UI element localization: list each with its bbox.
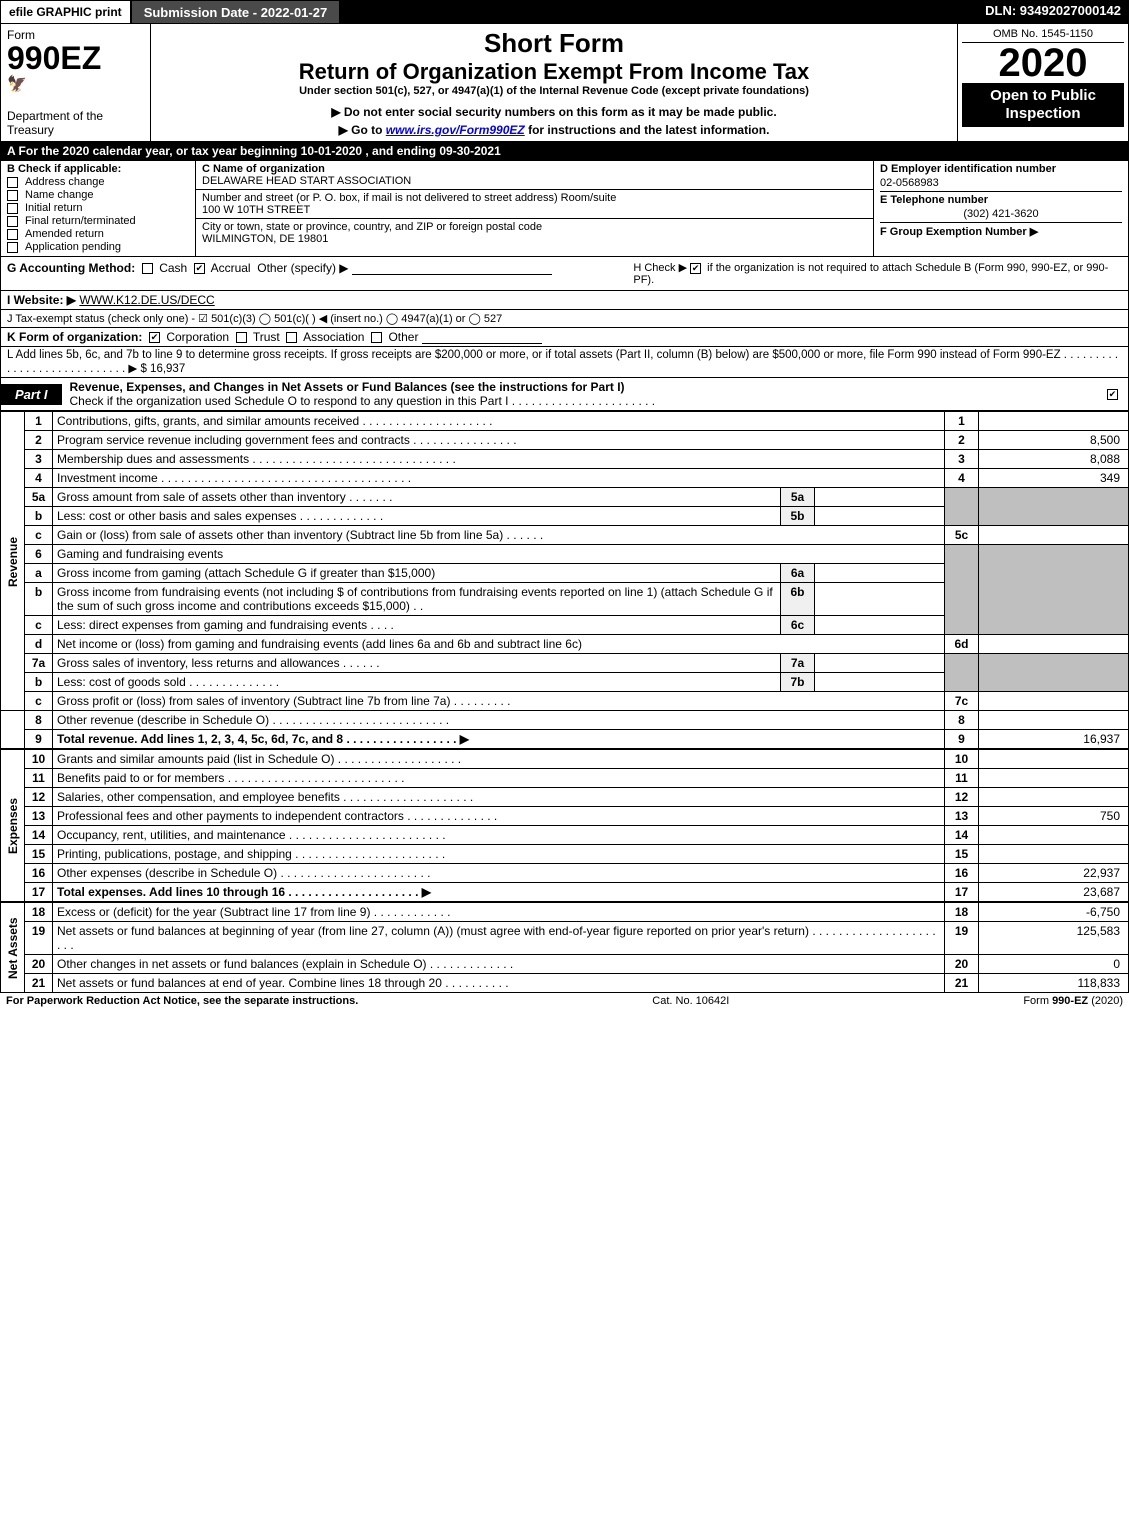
section-j-tax-exempt: J Tax-exempt status (check only one) - ☑… — [0, 310, 1129, 328]
return-title: Return of Organization Exempt From Incom… — [161, 59, 947, 85]
net-assets-side-label: Net Assets — [1, 903, 25, 993]
revenue-table: Revenue 1 Contributions, gifts, grants, … — [0, 411, 1129, 749]
dept-treasury: Department of the Treasury — [7, 109, 144, 137]
org-name: DELAWARE HEAD START ASSOCIATION — [202, 175, 411, 187]
initial-return-checkbox[interactable] — [7, 203, 18, 214]
section-l-gross-receipts: L Add lines 5b, 6c, and 7b to line 9 to … — [0, 347, 1129, 378]
net-assets-table: Net Assets 18Excess or (deficit) for the… — [0, 902, 1129, 993]
efile-print-button[interactable]: efile GRAPHIC print — [0, 0, 131, 24]
city-state-zip: WILMINGTON, DE 19801 — [202, 233, 328, 245]
part-i-header: Part I Revenue, Expenses, and Changes in… — [0, 378, 1129, 411]
submission-date-button[interactable]: Submission Date - 2022-01-27 — [131, 0, 341, 24]
goto-instructions: ▶ Go to www.irs.gov/Form990EZ for instru… — [161, 123, 947, 137]
corporation-checkbox[interactable]: ✔ — [149, 332, 160, 343]
amended-return-checkbox[interactable] — [7, 229, 18, 240]
revenue-side-label: Revenue — [1, 412, 25, 711]
form-number: 990EZ — [7, 42, 144, 74]
irs-link[interactable]: www.irs.gov/Form990EZ — [386, 123, 525, 137]
dln-label: DLN: 93492027000142 — [977, 0, 1129, 24]
form-footer-id: Form 990-EZ (2020) — [1023, 995, 1123, 1007]
website-value: WWW.K12.DE.US/DECC — [79, 293, 214, 307]
final-return-checkbox[interactable] — [7, 216, 18, 227]
schedule-b-checkbox[interactable]: ✔ — [690, 263, 701, 274]
street-address: 100 W 10TH STREET — [202, 204, 310, 216]
cash-checkbox[interactable] — [142, 263, 153, 274]
under-section-text: Under section 501(c), 527, or 4947(a)(1)… — [161, 85, 947, 97]
page-footer: For Paperwork Reduction Act Notice, see … — [0, 993, 1129, 1009]
application-pending-checkbox[interactable] — [7, 242, 18, 253]
section-g-h: G Accounting Method: Cash ✔ Accrual Othe… — [0, 257, 1129, 291]
top-bar: efile GRAPHIC print Submission Date - 20… — [0, 0, 1129, 24]
other-org-checkbox[interactable] — [371, 332, 382, 343]
ein: 02-0568983 — [880, 177, 1122, 189]
cat-number: Cat. No. 10642I — [652, 995, 729, 1007]
section-b-checkboxes: B Check if applicable: Address change Na… — [1, 161, 196, 256]
section-i-website: I Website: ▶ WWW.K12.DE.US/DECC — [0, 291, 1129, 310]
short-form-title: Short Form — [161, 28, 947, 59]
paperwork-notice: For Paperwork Reduction Act Notice, see … — [6, 995, 358, 1007]
expenses-side-label: Expenses — [1, 750, 25, 902]
part-i-schedule-o-checkbox[interactable]: ✔ — [1107, 389, 1118, 400]
other-org-input[interactable] — [422, 330, 542, 344]
do-not-enter-ssn: ▶ Do not enter social security numbers o… — [161, 105, 947, 119]
accrual-checkbox[interactable]: ✔ — [194, 263, 205, 274]
trust-checkbox[interactable] — [236, 332, 247, 343]
other-method-input[interactable] — [352, 261, 552, 275]
part-i-tag: Part I — [1, 384, 62, 405]
org-info-row: B Check if applicable: Address change Na… — [0, 161, 1129, 257]
section-c-address: C Name of organization DELAWARE HEAD STA… — [196, 161, 873, 256]
tax-year: 2020 — [962, 43, 1124, 83]
telephone: (302) 421-3620 — [880, 208, 1122, 220]
association-checkbox[interactable] — [286, 332, 297, 343]
irs-logo-icon: 🦅 — [7, 74, 144, 94]
section-d-e-f: D Employer identification number 02-0568… — [873, 161, 1128, 256]
form-header: Form 990EZ 🦅 Department of the Treasury … — [0, 24, 1129, 142]
open-to-public: Open to Public Inspection — [962, 83, 1124, 127]
expenses-table: Expenses 10Grants and similar amounts pa… — [0, 749, 1129, 902]
name-change-checkbox[interactable] — [7, 190, 18, 201]
address-change-checkbox[interactable] — [7, 177, 18, 188]
section-k-form-org: K Form of organization: ✔ Corporation Tr… — [0, 328, 1129, 347]
section-a-tax-year: A For the 2020 calendar year, or tax yea… — [0, 142, 1129, 161]
